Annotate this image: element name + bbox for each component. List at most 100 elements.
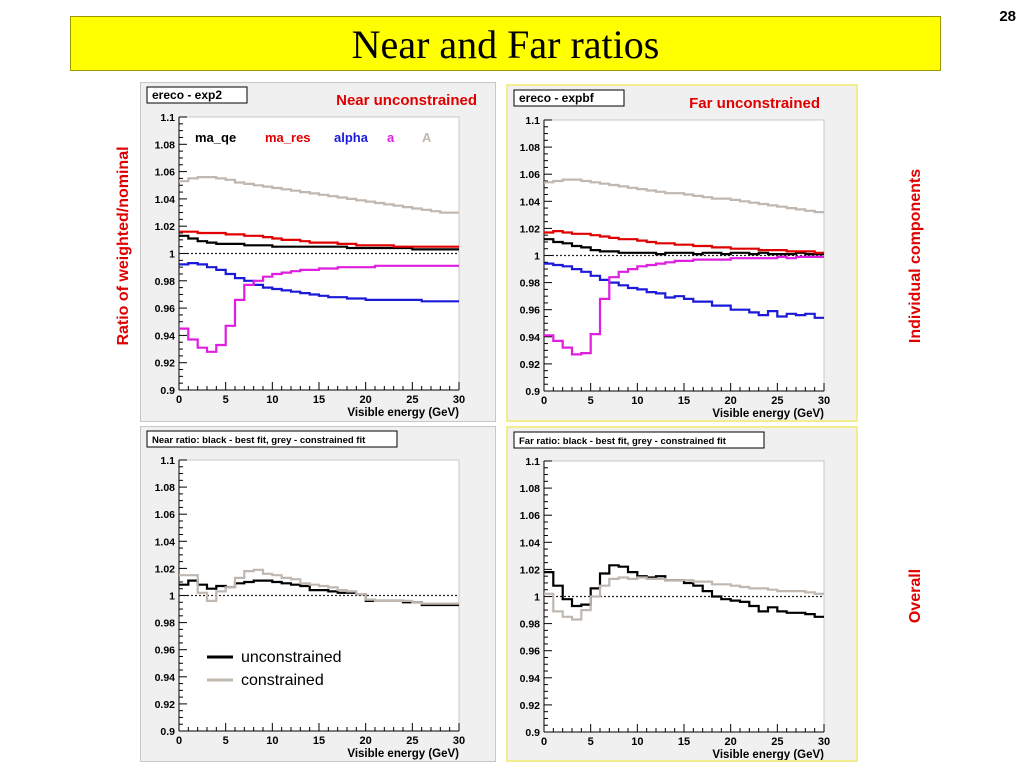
chart-title: Far ratio: black - best fit, grey - cons… (519, 436, 727, 447)
y-tick-label: 1 (169, 591, 175, 603)
chart-title: ereco - expbf (519, 91, 595, 105)
y-tick-label: 1.04 (520, 196, 541, 208)
x-axis-label: Visible energy (GeV) (347, 748, 459, 760)
y-tick-label: 0.98 (520, 278, 541, 290)
y-tick-label: 1.06 (520, 510, 541, 522)
y-tick-label: 0.9 (525, 386, 540, 398)
x-tick-label: 25 (406, 394, 418, 406)
y-tick-label: 1.02 (155, 221, 176, 233)
y-tick-label: 1.02 (155, 563, 176, 575)
x-tick-label: 10 (266, 394, 278, 406)
y-tick-label: 1.04 (155, 194, 176, 206)
y-tick-label: 1.08 (155, 139, 176, 151)
chart-panel-near-components: ereco - exp2 Near unconstrained 0.9 0.92 0.9… (140, 82, 496, 422)
x-tick-label: 15 (678, 736, 690, 748)
x-tick-label: 5 (588, 736, 594, 748)
x-tick-label: 20 (725, 736, 737, 748)
chart-panel-far-overall: Far ratio: black - best fit, grey - cons… (506, 426, 858, 762)
x-tick-label: 0 (541, 736, 547, 748)
y-tick-label: 0.94 (155, 330, 176, 342)
x-tick-label: 0 (176, 735, 182, 747)
chart-panel-near-overall: Near ratio: black - best fit, grey - con… (140, 426, 496, 762)
legend-entry: A (422, 130, 432, 145)
legend-entry: ma_res (265, 130, 311, 145)
series-line-A (544, 178, 824, 214)
x-tick-label: 30 (818, 395, 830, 407)
series-line-constrained (179, 568, 459, 605)
series-line-ma-qe (544, 238, 824, 256)
y-tick-label: 1.08 (155, 482, 176, 494)
x-tick-label: 10 (631, 736, 643, 748)
series-line-ma-qe (179, 234, 459, 251)
chart-far-overall: Far ratio: black - best fit, grey - cons… (513, 431, 830, 760)
x-tick-label: 15 (678, 395, 690, 407)
y-tick-label: 1.1 (160, 112, 175, 124)
series-line-alpha (544, 262, 824, 319)
y-tick-label: 0.96 (520, 305, 541, 317)
series-line-ma-res (179, 230, 459, 248)
y-tick-label: 1.02 (520, 223, 541, 235)
x-axis-label: Visible energy (GeV) (347, 407, 459, 419)
chart-near-overall: Near ratio: black - best fit, grey - con… (146, 430, 465, 760)
series-line-constrained (544, 576, 824, 621)
y-tick-label: 0.98 (155, 276, 176, 288)
x-tick-label: 20 (360, 394, 372, 406)
y-tick-label: 1.08 (520, 483, 541, 495)
y-tick-label: 1 (169, 249, 175, 261)
x-axis-label: Visible energy (GeV) (712, 408, 824, 420)
slide-title-bar: Near and Far ratios (70, 16, 941, 71)
y-tick-label: 0.96 (155, 645, 176, 657)
y-tick-label: 0.92 (520, 700, 541, 712)
x-tick-label: 25 (771, 395, 783, 407)
x-tick-label: 5 (588, 395, 594, 407)
x-tick-label: 30 (453, 394, 465, 406)
chart-title-box (513, 89, 625, 107)
x-tick-label: 15 (313, 394, 325, 406)
series-line-ma-res (544, 230, 824, 254)
x-tick-label: 30 (818, 736, 830, 748)
y-tick-label: 0.98 (155, 618, 176, 630)
y-tick-label: 0.9 (525, 727, 540, 739)
slide-title: Near and Far ratios (351, 22, 660, 67)
y-tick-label: 1.06 (155, 167, 176, 179)
x-tick-label: 15 (313, 735, 325, 747)
chart-title-box (146, 430, 398, 448)
y-tick-label: 1.02 (520, 564, 541, 576)
right-label-overall: Overall (907, 568, 924, 624)
chart-near-components: ereco - exp2 Near unconstrained 0.9 0.92 0.9… (146, 86, 477, 419)
y-tick-label: 0.96 (520, 646, 541, 658)
chart-title-box (146, 86, 248, 104)
chart-title-box (513, 431, 765, 449)
x-tick-label: 20 (360, 735, 372, 747)
series-line-alpha (179, 262, 459, 303)
x-tick-label: 10 (631, 395, 643, 407)
x-tick-label: 5 (223, 394, 229, 406)
legend-entry: ma_qe (195, 130, 236, 145)
y-tick-label: 1.06 (520, 169, 541, 181)
chart-title: Near ratio: black - best fit, grey - con… (152, 435, 366, 446)
y-tick-label: 0.96 (155, 303, 176, 315)
y-tick-label: 0.92 (155, 358, 176, 370)
y-tick-label: 1.08 (520, 142, 541, 154)
legend-entry: unconstrained (241, 649, 342, 666)
y-tick-label: 1.1 (525, 456, 540, 468)
legend-entry: a (387, 130, 395, 145)
series-line-A (179, 176, 459, 214)
y-tick-label: 0.94 (155, 672, 176, 684)
x-tick-label: 20 (725, 395, 737, 407)
y-tick-label: 1.1 (525, 115, 540, 127)
left-axis-label: Ratio of weighted/nominal (115, 146, 132, 346)
y-tick-label: 1.1 (160, 455, 175, 467)
chart-panel-far-components: ereco - expbf Far unconstrained 0.9 0.92 0.9… (506, 84, 858, 422)
x-tick-label: 25 (406, 735, 418, 747)
chart-heading: Near unconstrained (336, 92, 477, 109)
y-tick-label: 1 (534, 251, 540, 263)
chart-heading: Far unconstrained (689, 95, 820, 112)
y-tick-label: 1.06 (155, 509, 176, 521)
right-label-components: Individual components (907, 168, 924, 344)
x-axis-label: Visible energy (GeV) (712, 749, 824, 760)
chart-title: ereco - exp2 (152, 88, 222, 102)
page-number: 28 (999, 8, 1016, 25)
x-tick-label: 0 (176, 394, 182, 406)
x-tick-label: 0 (541, 395, 547, 407)
